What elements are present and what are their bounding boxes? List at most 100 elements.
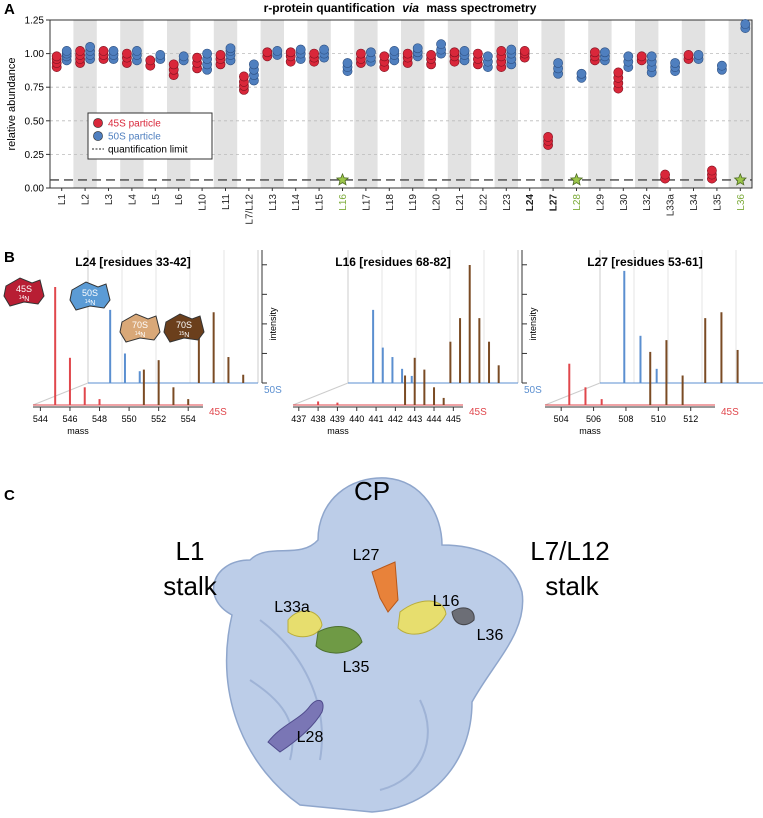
- column-shade: [728, 20, 752, 188]
- legend-label: 45S particle: [108, 119, 161, 130]
- structure-label: L1: [176, 536, 205, 566]
- x-tick-label: L22: [478, 194, 489, 211]
- structure-label: stalk: [545, 571, 599, 601]
- data-point: [519, 46, 530, 56]
- x-axis-label: mass: [67, 426, 89, 436]
- data-point: [576, 68, 587, 79]
- x-tick-label: L27: [549, 194, 560, 212]
- x-tick-label: 442: [388, 414, 403, 424]
- data-point: [613, 67, 624, 78]
- x-tick-label: L5: [151, 194, 162, 206]
- structure-label: L28: [297, 729, 324, 746]
- legend-label: 50S particle: [108, 132, 161, 143]
- y-tick-label: 0.25: [25, 150, 45, 161]
- protein-l33a: [287, 610, 323, 638]
- x-tick-label: 504: [554, 414, 569, 424]
- surface-shading: [249, 619, 429, 791]
- legend-marker: [93, 118, 103, 128]
- badge-isotope: 14N: [85, 299, 96, 307]
- y-tick-label: 1.25: [25, 16, 45, 27]
- protein-l16: [397, 600, 447, 635]
- x-tick-label: 544: [33, 414, 48, 424]
- x-tick-label: L23: [502, 194, 513, 211]
- data-point: [389, 46, 400, 56]
- panel-label: B: [4, 249, 15, 266]
- data-point: [98, 46, 109, 56]
- data-point: [285, 47, 296, 58]
- data-point: [225, 43, 236, 54]
- title-part: r-protein quantification: [264, 1, 395, 15]
- badge-label: 70S: [176, 320, 192, 330]
- x-tick-label: 440: [349, 414, 364, 424]
- undetected-star: [569, 172, 584, 186]
- data-point: [660, 169, 670, 180]
- ribosome-surface: [212, 477, 524, 813]
- data-point: [51, 51, 62, 62]
- title-part: via: [402, 1, 419, 15]
- data-point: [412, 43, 423, 54]
- row-label: 45S: [469, 407, 487, 418]
- x-tick-label: 546: [62, 414, 77, 424]
- x-tick-label: 506: [586, 414, 601, 424]
- data-point: [740, 19, 751, 29]
- undetected-star: [335, 172, 350, 186]
- badge-element: N: [140, 332, 145, 339]
- x-tick-label: 548: [92, 414, 107, 424]
- ribosome-structure: [212, 477, 524, 813]
- column-shade: [588, 20, 612, 188]
- data-point: [623, 51, 634, 62]
- data-point: [426, 50, 436, 60]
- structure-label: L27: [353, 547, 380, 564]
- badge-element: N: [90, 300, 95, 307]
- x-tick-label: 437: [291, 414, 306, 424]
- x-tick-label: L24: [525, 194, 536, 212]
- badge-shape: [3, 277, 45, 307]
- column-shade: [167, 20, 191, 188]
- data-point: [355, 48, 366, 59]
- x-tick-label: L16: [338, 194, 349, 211]
- x-tick-label: L33a: [666, 194, 677, 217]
- x-tick-label: 554: [181, 414, 196, 424]
- data-point: [342, 58, 353, 68]
- x-tick-label: 550: [122, 414, 137, 424]
- x-tick-label: 441: [369, 414, 384, 424]
- data-point: [683, 50, 694, 60]
- data-point: [717, 60, 727, 71]
- data-point: [553, 58, 563, 68]
- x-tick-label: L3: [104, 194, 115, 206]
- data-point: [319, 44, 329, 55]
- protein-l36: [451, 607, 475, 626]
- badge-shape: [69, 281, 111, 311]
- back-wall: [544, 250, 601, 406]
- data-point: [506, 44, 517, 55]
- y-tick-label: 1.00: [25, 49, 45, 60]
- data-point: [202, 48, 212, 59]
- data-point: [215, 50, 226, 60]
- x-tick-label: L2: [81, 194, 92, 206]
- legend-box: [87, 112, 213, 160]
- data-point: [459, 46, 470, 56]
- row-label: 45S: [209, 407, 227, 418]
- data-point: [61, 46, 72, 56]
- spectrum-title: L27 [residues 53-61]: [587, 255, 702, 269]
- column-shade: [447, 20, 472, 188]
- row-label: 50S: [524, 385, 542, 396]
- x-tick-label: L35: [712, 194, 723, 211]
- x-tick-label: L14: [291, 194, 302, 211]
- x-tick-label: L34: [689, 194, 700, 211]
- badge-mass: 15: [179, 331, 185, 337]
- badge-isotope: 15N: [179, 331, 190, 339]
- x-tick-label: 444: [427, 414, 442, 424]
- data-point: [155, 50, 166, 60]
- data-point: [131, 46, 142, 56]
- row-label: 45S: [721, 407, 739, 418]
- badge-isotope: 14N: [135, 331, 146, 339]
- plot-frame: [49, 19, 753, 189]
- spectrum-title: L16 [residues 68-82]: [335, 255, 450, 269]
- badge-mass: 14: [85, 299, 91, 305]
- panel-label: A: [4, 1, 15, 18]
- data-point: [192, 52, 202, 63]
- data-point: [543, 132, 553, 142]
